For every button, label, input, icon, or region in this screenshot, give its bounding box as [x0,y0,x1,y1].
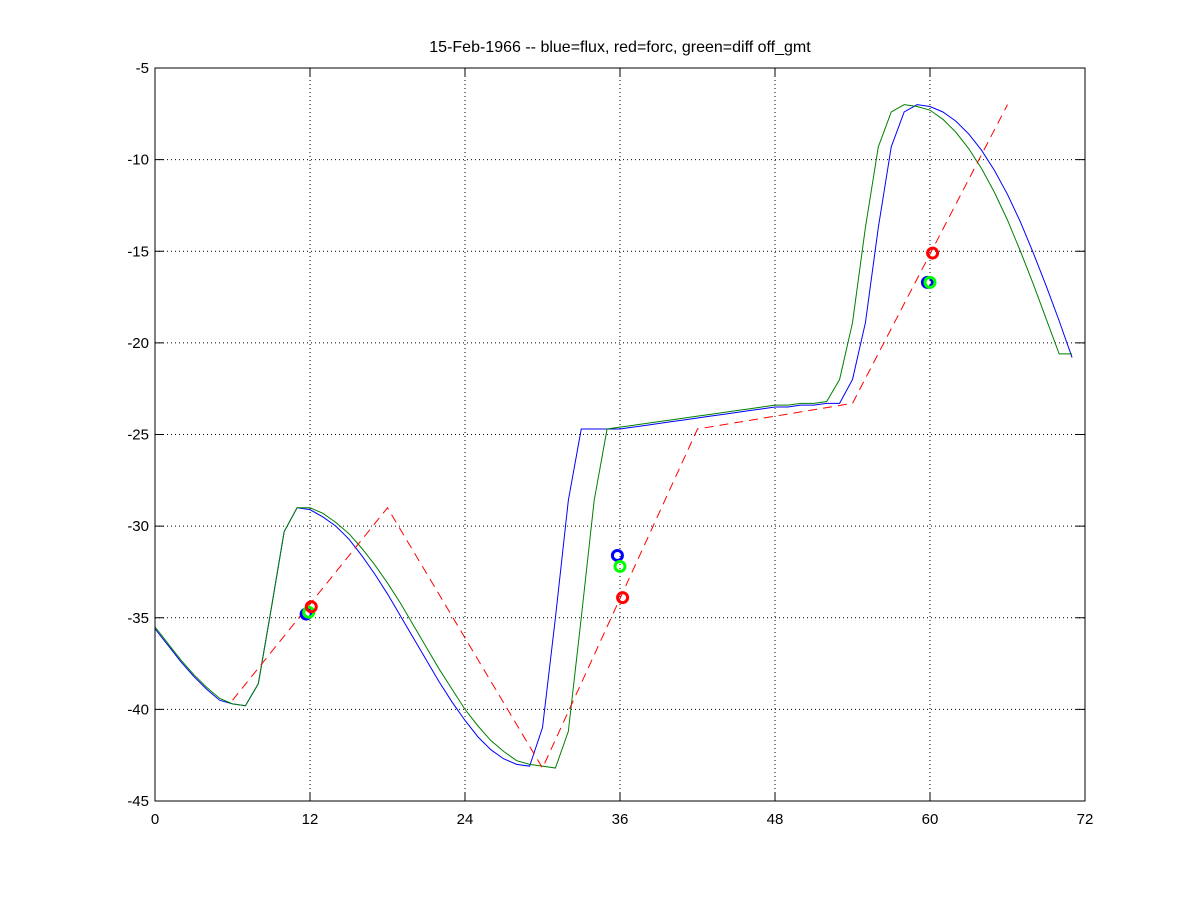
marker-point-1 [613,559,627,573]
y-tick-label: -20 [127,335,149,352]
y-tick-label: -5 [136,60,149,77]
x-tick-label: 0 [151,811,159,828]
series-line-2 [232,104,1008,770]
chart-title: 15-Feb-1966 -- blue=flux, red=forc, gree… [429,39,811,56]
marker-point-2 [926,246,940,260]
y-tick-label: -40 [127,701,149,718]
y-tick-label: -10 [127,152,149,169]
x-tick-label: 12 [302,811,319,828]
y-tick-label: -25 [127,427,149,444]
x-tick-label: 60 [922,811,939,828]
axis-ticks [154,67,1086,802]
axis-tick-labels: 0 12 24 36 48 60 72 -45 -40 -35 -30 -25 -20 -15 -10 -5 [127,60,1093,828]
y-tick-label: -35 [127,610,149,627]
y-tick-label: -45 [127,793,149,810]
grid-lines [155,68,1085,801]
marker-point-2 [304,600,318,614]
plot-series [154,104,1073,770]
series-line-1 [154,104,1073,769]
plot-markers [299,246,940,621]
marker-point-0 [610,548,624,562]
marker-point-2 [616,591,630,605]
x-tick-label: 48 [767,811,784,828]
series-line-0 [154,104,1073,767]
y-tick-label: -30 [127,518,149,535]
y-tick-label: -15 [127,243,149,260]
marker-point-1 [923,275,937,289]
x-tick-label: 72 [1077,811,1094,828]
x-tick-label: 24 [457,811,474,828]
x-tick-label: 36 [612,811,629,828]
